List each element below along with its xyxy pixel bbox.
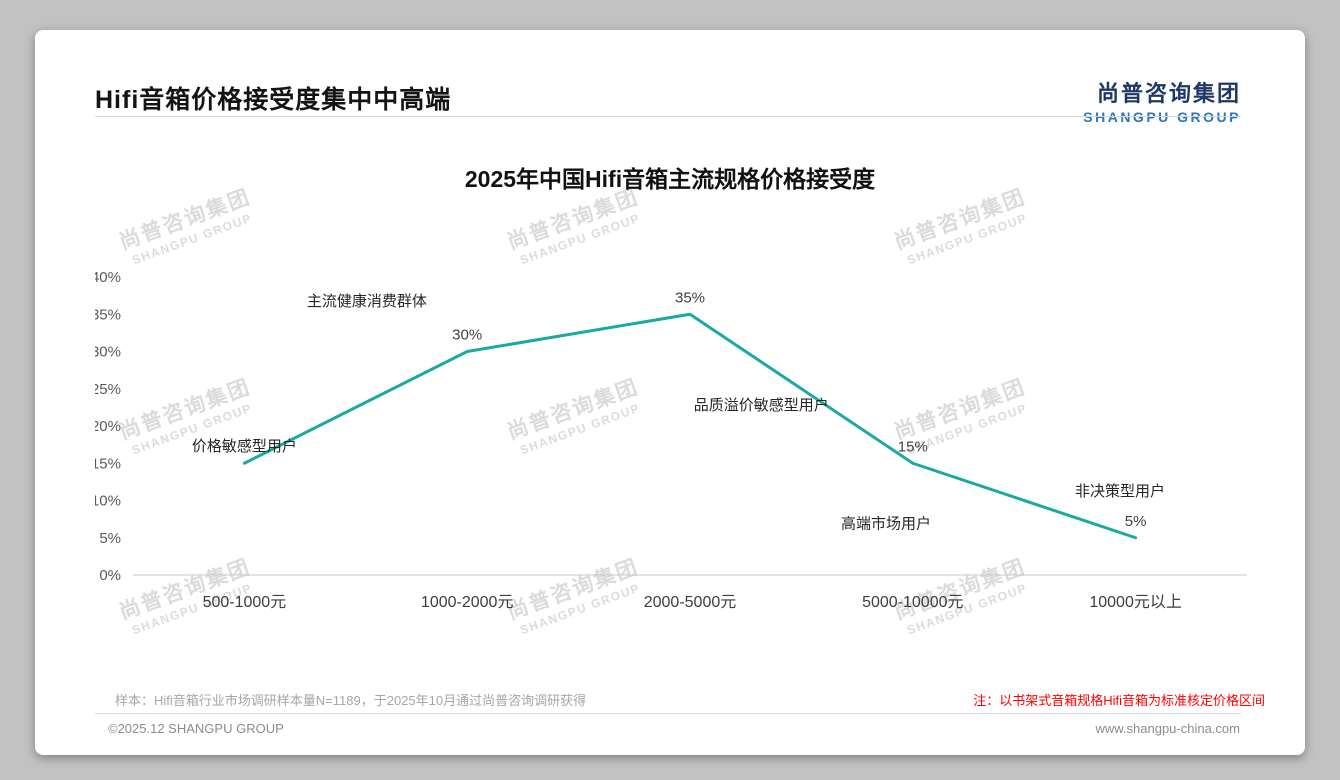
website-text: www.shangpu-china.com — [1095, 721, 1240, 736]
y-tick-label: 30% — [95, 344, 121, 361]
line-chart-canvas: 0% 5% 10% 15% 20% 25% 30% 35% 40% 500-1000元 1000-2… — [91, 269, 1247, 611]
header-divider — [95, 116, 1241, 117]
y-tick-label: 40% — [95, 269, 121, 286]
x-tick-label: 2000-5000元 — [644, 594, 737, 611]
data-label: 15% — [898, 438, 928, 455]
x-tick-label: 1000-2000元 — [421, 594, 514, 611]
data-label: 35% — [675, 289, 705, 306]
brand-logo: 尚普咨询集团 SHANGPU GROUP — [1083, 76, 1241, 125]
copyright-text: ©2025.12 SHANGPU GROUP — [108, 721, 284, 736]
y-tick-label: 15% — [95, 455, 121, 472]
y-tick-label: 20% — [95, 418, 121, 435]
annotation-label: 高端市场用户 — [841, 516, 931, 533]
data-label: 30% — [452, 327, 482, 344]
chart-title: 2025年中国Hifi音箱主流规格价格接受度 — [464, 166, 876, 192]
page-title: Hifi音箱价格接受度集中中高端 — [95, 86, 452, 114]
x-tick-label: 10000元以上 — [1089, 593, 1182, 611]
brand-logo-en: SHANGPU GROUP — [1083, 109, 1241, 125]
y-tick-label: 10% — [95, 493, 121, 510]
series-line — [242, 312, 1138, 540]
footer-row: ©2025.12 SHANGPU GROUP www.shangpu-china… — [108, 721, 1240, 736]
data-label: 5% — [1125, 513, 1147, 530]
notes-row: 样本：Hifi音箱行业市场调研样本量N=1189，于2025年10月通过尚普咨询… — [115, 690, 1265, 709]
annotation-label: 主流健康消费群体 — [307, 293, 427, 310]
sample-note: 样本：Hifi音箱行业市场调研样本量N=1189，于2025年10月通过尚普咨询… — [115, 693, 587, 708]
footer-divider — [95, 713, 1241, 714]
pricing-note: 注：以书架式音箱规格Hifi音箱为标准核定价格区间 — [973, 693, 1265, 708]
y-tick-label: 25% — [95, 381, 121, 398]
x-tick-label: 5000-10000元 — [862, 594, 963, 611]
brand-logo-cn: 尚普咨询集团 — [1096, 81, 1241, 106]
annotation-label: 非决策型用户 — [1075, 483, 1165, 500]
annotation-label: 价格敏感型用户 — [192, 438, 297, 455]
line-chart: 0% 5% 10% 15% 20% 25% 30% 35% 40% 500-1000元 1000-2… — [91, 255, 1255, 615]
y-tick-label: 35% — [95, 306, 121, 323]
y-tick-label: 0% — [99, 567, 121, 584]
annotation-label: 品质溢价敏感型用户 — [694, 397, 829, 414]
x-tick-label: 500-1000元 — [203, 594, 287, 611]
slide-card: 尚普咨询集团 SHANGPU GROUP 尚普咨询集团 SHANGPU GROUP 尚普… — [35, 30, 1305, 755]
y-tick-label: 5% — [99, 530, 121, 547]
